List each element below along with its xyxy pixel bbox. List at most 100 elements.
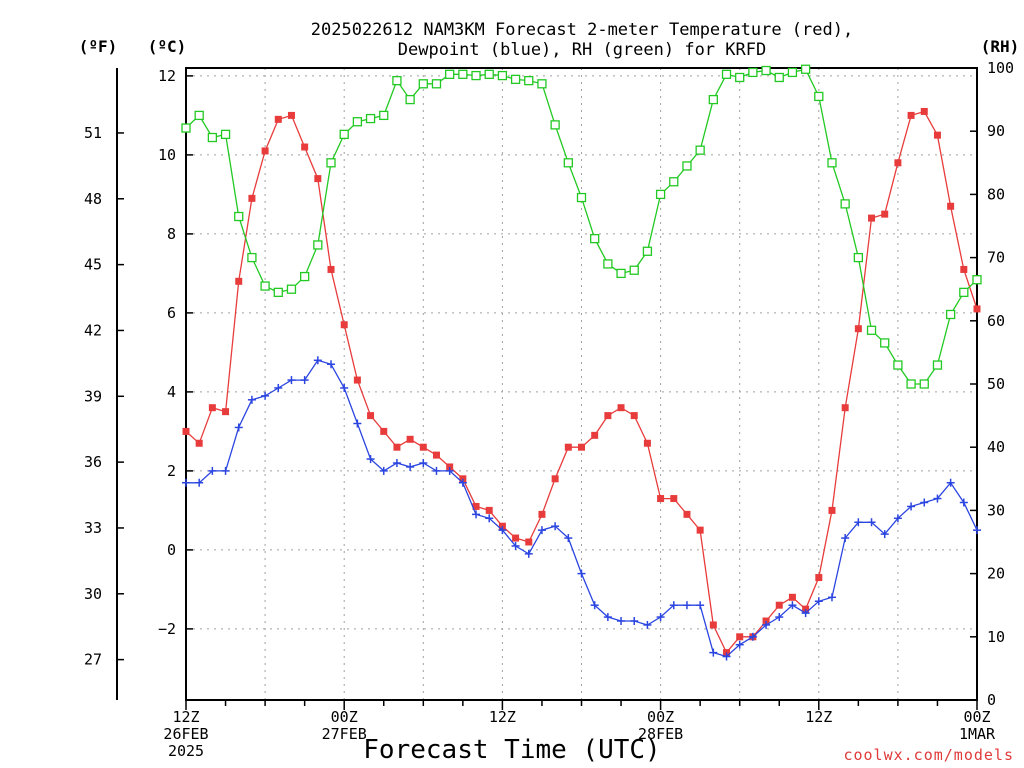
rh-point <box>880 338 890 348</box>
rh-tick-label: 10 <box>987 628 1005 646</box>
dewpoint-point <box>893 514 902 523</box>
temperature-point <box>604 412 612 420</box>
dewpoint-point <box>195 478 204 487</box>
rh-point <box>326 158 336 168</box>
rh-point <box>682 161 692 171</box>
dewpoint-point <box>234 423 243 432</box>
rh-point <box>787 67 798 78</box>
rh-point <box>260 281 270 291</box>
temperature-point <box>432 451 440 459</box>
fahrenheit-tick-label: 33 <box>84 519 102 537</box>
x-tick-label: 00Z <box>963 708 990 726</box>
dewpoint-point <box>946 478 955 487</box>
rh-point <box>339 129 349 140</box>
temperature-point <box>248 194 256 202</box>
temperature-point <box>235 277 243 285</box>
rh-tick-label: 90 <box>987 122 1005 140</box>
rh-point <box>748 67 758 78</box>
dewpoint-point <box>274 383 283 392</box>
celsius-tick-label: 10 <box>158 146 176 164</box>
rh-point <box>774 72 784 83</box>
fahrenheit-tick-label: 42 <box>84 321 102 339</box>
dewpoint-point <box>340 383 349 392</box>
fahrenheit-tick-label: 27 <box>84 651 102 669</box>
temperature-point <box>406 435 414 443</box>
rh-point <box>932 360 943 370</box>
rh-point <box>563 158 573 168</box>
dewpoint-point <box>208 466 217 475</box>
celsius-tick-label: 2 <box>167 462 176 480</box>
rh-point <box>603 259 613 269</box>
celsius-tick-label: 8 <box>167 225 176 243</box>
temperature-point <box>947 202 955 210</box>
celsius-unit-label: (ºC) <box>148 37 187 56</box>
temperature-point <box>709 621 717 629</box>
temperature-point <box>894 159 902 167</box>
grid-lines <box>186 68 977 700</box>
dewpoint-point <box>643 620 652 629</box>
dewpoint-point <box>392 459 401 467</box>
dewpoint-point <box>445 466 454 475</box>
series-line-rh <box>185 68 978 385</box>
rh-point <box>537 79 547 89</box>
temperature-point <box>538 510 546 518</box>
temperature-point <box>551 475 559 483</box>
temperature-point <box>208 404 216 412</box>
x-tick-label: 12Z <box>805 708 832 726</box>
temperature-point <box>419 443 427 451</box>
temperature-point <box>525 538 533 546</box>
dewpoint-point <box>814 597 823 606</box>
series-temperature <box>182 107 981 657</box>
rh-point <box>616 268 626 279</box>
dewpoint-point <box>973 526 981 535</box>
temperature-point <box>327 265 335 273</box>
dewpoint-point <box>485 514 494 523</box>
rh-point <box>629 265 639 275</box>
rh-point <box>800 64 811 74</box>
dewpoint-point <box>551 522 560 531</box>
fahrenheit-tick-label: 51 <box>84 124 102 142</box>
dewpoint-point <box>933 494 942 503</box>
dewpoint-point <box>762 620 771 629</box>
rh-point <box>220 129 231 140</box>
dewpoint-point <box>907 502 916 511</box>
dewpoint-point <box>590 601 599 610</box>
temperature-point <box>933 131 941 139</box>
dewpoint-point <box>867 518 876 527</box>
celsius-tick-label: 0 <box>167 541 176 559</box>
temperature-point <box>960 265 968 273</box>
rh-tick-label: 20 <box>987 565 1005 583</box>
dewpoint-point <box>247 395 256 404</box>
temperature-point <box>301 143 309 151</box>
temperature-point <box>828 506 836 514</box>
rh-tick-label: 80 <box>987 185 1005 203</box>
temperature-point <box>314 175 322 183</box>
dewpoint-point <box>537 526 546 535</box>
rh-tick-label: 60 <box>987 312 1005 330</box>
x-tick-label: 27FEB <box>322 725 367 743</box>
rh-point <box>919 379 929 389</box>
temperature-point <box>815 574 823 582</box>
dewpoint-point <box>709 648 718 657</box>
tick-labels: −2 0 2 4 6 8 10 12 0 10 20 30 40 50 60 70 80 90 100 27 30 33 3… <box>84 59 1014 760</box>
temperature-point <box>182 427 190 435</box>
rh-point <box>313 240 323 250</box>
rh-point <box>959 287 969 298</box>
temperature-point <box>920 107 928 115</box>
dewpoint-point <box>524 549 533 558</box>
dewpoint-point <box>827 593 836 602</box>
dewpoint-point <box>959 498 968 507</box>
rh-point <box>524 75 534 86</box>
rh-unit-label: (RH) <box>981 37 1020 56</box>
rh-point <box>497 70 508 81</box>
dewpoint-point <box>511 541 520 550</box>
dewpoint-point <box>841 534 850 543</box>
temperature-point <box>973 305 981 313</box>
rh-point <box>827 158 837 168</box>
dewpoint-point <box>379 466 388 475</box>
rh-point <box>721 69 732 79</box>
celsius-tick-label: 4 <box>167 383 176 401</box>
rh-point <box>814 91 824 102</box>
temperature-point <box>564 443 572 451</box>
rh-point <box>893 360 903 370</box>
